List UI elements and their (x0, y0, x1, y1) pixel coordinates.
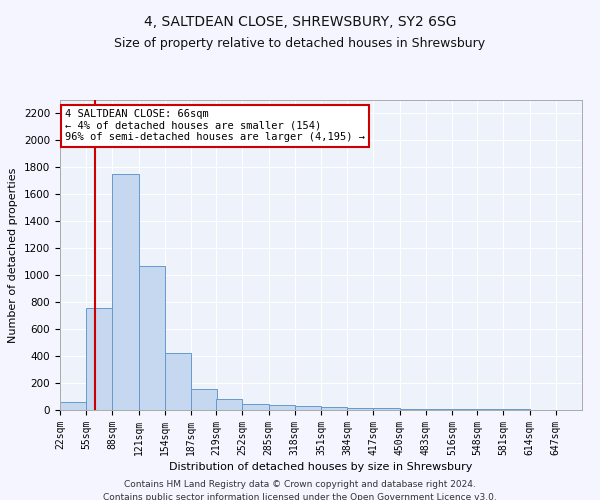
Text: Size of property relative to detached houses in Shrewsbury: Size of property relative to detached ho… (115, 38, 485, 51)
Text: 4 SALTDEAN CLOSE: 66sqm
← 4% of detached houses are smaller (154)
96% of semi-de: 4 SALTDEAN CLOSE: 66sqm ← 4% of detached… (65, 110, 365, 142)
Bar (112, 174, 139, 410)
Bar (452, 409, 478, 410)
Bar (347, 408, 373, 410)
X-axis label: Distribution of detached houses by size in Shrewsbury: Distribution of detached houses by size … (169, 462, 473, 472)
Bar (60, 402, 86, 410)
Y-axis label: Number of detached properties: Number of detached properties (8, 168, 19, 342)
Text: Contains HM Land Registry data © Crown copyright and database right 2024.: Contains HM Land Registry data © Crown c… (124, 480, 476, 489)
Bar (269, 406, 295, 410)
Bar (400, 409, 426, 410)
Bar (191, 389, 217, 410)
Bar (216, 398, 242, 410)
Bar (139, 266, 165, 410)
Text: Contains public sector information licensed under the Open Government Licence v3: Contains public sector information licen… (103, 492, 497, 500)
Bar (426, 409, 452, 410)
Bar (165, 354, 191, 410)
Text: 4, SALTDEAN CLOSE, SHREWSBURY, SY2 6SG: 4, SALTDEAN CLOSE, SHREWSBURY, SY2 6SG (144, 15, 456, 29)
Bar (86, 308, 112, 410)
Bar (242, 404, 269, 410)
Bar (295, 406, 321, 410)
Bar (373, 408, 400, 410)
Bar (321, 408, 347, 410)
